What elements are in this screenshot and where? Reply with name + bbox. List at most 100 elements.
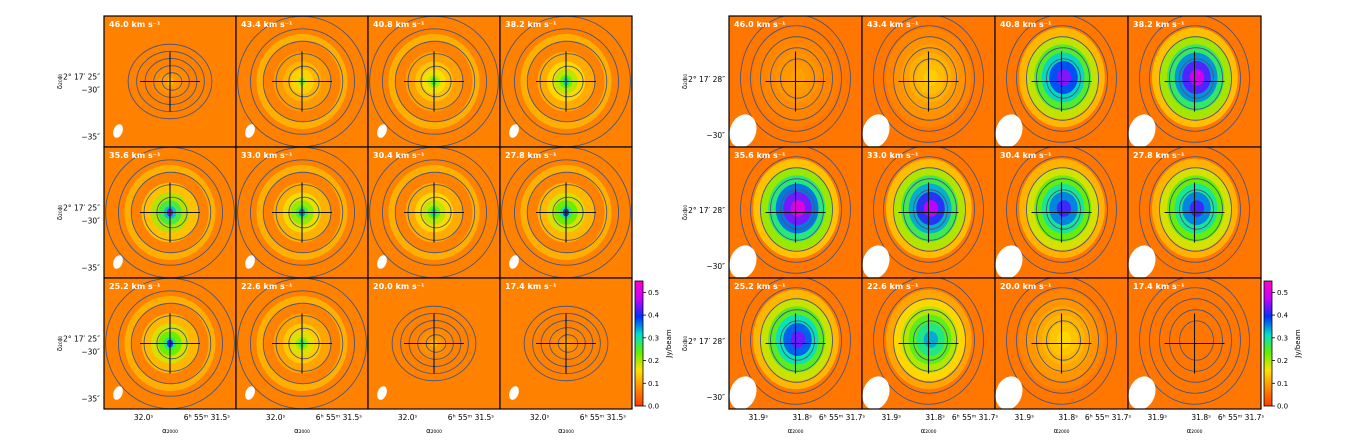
contour bbox=[903, 178, 957, 241]
velocity-label: 22.6 km s⁻¹ bbox=[241, 282, 293, 291]
contour bbox=[1159, 36, 1232, 121]
panel: 20.0 km s⁻¹ bbox=[994, 277, 1129, 410]
panel: 22.6 km s⁻¹ bbox=[861, 277, 996, 410]
velocity-label: 30.4 km s⁻¹ bbox=[1000, 151, 1052, 160]
y-tick-label: −2° 17′ 28″ bbox=[682, 75, 725, 84]
velocity-label: 38.2 km s⁻¹ bbox=[1133, 20, 1185, 29]
contour bbox=[740, 147, 851, 274]
beam-ellipse bbox=[113, 124, 123, 138]
panel: 20.0 km s⁻¹ bbox=[367, 277, 501, 410]
x-tick-label: 6ʰ 55ᵐ 31.7ˢ bbox=[1085, 413, 1131, 422]
beam-ellipse bbox=[245, 124, 255, 138]
colorbar: 0.0 0.1 0.2 0.3 0.4 0.5 Jy/beam bbox=[1263, 280, 1302, 411]
contour bbox=[883, 156, 975, 263]
contour bbox=[1016, 156, 1108, 263]
velocity-label: 38.2 km s⁻¹ bbox=[505, 20, 557, 29]
emission-level bbox=[790, 69, 806, 86]
beam-ellipse bbox=[862, 245, 890, 278]
velocity-label: 33.0 km s⁻¹ bbox=[867, 151, 919, 160]
contour bbox=[1026, 298, 1099, 383]
beam-ellipse bbox=[995, 245, 1023, 278]
x-tick-label: 31.9ˢ bbox=[1015, 413, 1035, 422]
beam-ellipse bbox=[377, 124, 387, 138]
x-tick-label: 31.9ˢ bbox=[882, 413, 902, 422]
contour bbox=[1026, 167, 1099, 252]
velocity-label: 27.8 km s⁻¹ bbox=[505, 151, 557, 160]
contour bbox=[1149, 25, 1241, 132]
panel: 27.8 km s⁻¹ bbox=[1127, 146, 1262, 279]
velocity-label: 46.0 km s⁻¹ bbox=[109, 20, 161, 29]
contour bbox=[1179, 320, 1214, 361]
contour bbox=[1046, 320, 1081, 361]
contour bbox=[770, 47, 824, 110]
colorbar-tick-label: 0.0 bbox=[648, 403, 659, 411]
panel: 46.0 km s⁻¹ bbox=[103, 15, 237, 148]
panel: 27.8 km s⁻¹ bbox=[499, 146, 633, 279]
contour bbox=[1006, 16, 1117, 143]
y-tick-label: −30″ bbox=[81, 216, 100, 225]
emission-level bbox=[790, 200, 806, 217]
x-tick-label: 6ʰ 55ᵐ 31.7ˢ bbox=[819, 413, 865, 422]
x-axis-label: α₂₀₀₀ bbox=[558, 427, 574, 435]
contour bbox=[740, 16, 851, 143]
colorbar-tick-label: 0.5 bbox=[1277, 289, 1288, 297]
panel: 46.0 km s⁻¹ bbox=[728, 15, 863, 148]
velocity-label: 27.8 km s⁻¹ bbox=[1133, 151, 1185, 160]
colorbar-scale bbox=[634, 280, 644, 407]
contour bbox=[127, 43, 213, 120]
y-tick-label: −30″ bbox=[706, 393, 725, 402]
contour bbox=[1139, 16, 1250, 143]
emission-level bbox=[1189, 200, 1205, 217]
contour bbox=[532, 312, 601, 375]
y-tick-label: −2° 17′ 25″ bbox=[57, 203, 100, 212]
y-axis-label: δ₂₀₀₀ bbox=[681, 205, 689, 221]
emission-ring bbox=[388, 165, 480, 260]
contour bbox=[913, 189, 948, 230]
contour bbox=[249, 159, 356, 266]
colorbar: 0.0 0.1 0.2 0.3 0.4 0.5 Jy/beam bbox=[634, 280, 673, 411]
contour bbox=[526, 171, 608, 254]
emission-level bbox=[1189, 69, 1205, 86]
panel: 30.4 km s⁻¹ bbox=[367, 146, 501, 279]
y-tick-label: −30″ bbox=[706, 262, 725, 271]
panel: 25.2 km s⁻¹ bbox=[728, 277, 863, 410]
panel: 17.4 km s⁻¹ bbox=[499, 277, 633, 410]
colorbar-label: Jy/beam bbox=[1294, 329, 1302, 359]
channel-map-1: 46.0 km s⁻¹ 43.4 km s⁻¹ 40.8 km s⁻¹ 38.2 km… bbox=[56, 15, 673, 435]
x-axis-label: α₂₀₀₀ bbox=[921, 427, 937, 435]
contour bbox=[513, 159, 620, 266]
velocity-label: 33.0 km s⁻¹ bbox=[241, 151, 293, 160]
contour bbox=[760, 167, 833, 252]
panel: 40.8 km s⁻¹ bbox=[367, 15, 501, 148]
x-axis-label: α₂₀₀₀ bbox=[294, 427, 310, 435]
contour bbox=[117, 290, 224, 397]
contour bbox=[780, 320, 815, 361]
panel: 33.0 km s⁻¹ bbox=[235, 146, 369, 279]
emission-ring bbox=[520, 34, 612, 129]
panel: 38.2 km s⁻¹ bbox=[1127, 15, 1262, 148]
contour bbox=[523, 305, 609, 382]
contour bbox=[1006, 278, 1117, 405]
panel: 35.6 km s⁻¹ bbox=[728, 146, 863, 279]
velocity-label: 20.0 km s⁻¹ bbox=[1000, 282, 1052, 291]
contour bbox=[750, 25, 842, 132]
contour bbox=[770, 309, 824, 372]
beam-ellipse bbox=[1128, 114, 1156, 147]
beam-ellipse bbox=[862, 114, 890, 147]
beam-ellipse bbox=[862, 376, 890, 409]
y-axis-label: δ₂₀₀₀ bbox=[56, 336, 64, 352]
emission-ring bbox=[388, 34, 480, 129]
contour bbox=[1016, 287, 1108, 394]
velocity-label: 25.2 km s⁻¹ bbox=[109, 282, 161, 291]
y-tick-label: −35″ bbox=[81, 395, 100, 404]
x-tick-label: 31.8ˢ bbox=[925, 413, 945, 422]
x-tick-label: 31.8ˢ bbox=[1058, 413, 1078, 422]
y-tick-label: −30″ bbox=[81, 347, 100, 356]
contour bbox=[526, 40, 608, 123]
beam-ellipse bbox=[1128, 245, 1156, 278]
emission-level bbox=[1056, 200, 1072, 217]
contour bbox=[136, 50, 205, 113]
panel-frame bbox=[499, 277, 633, 410]
colorbar-tick-label: 0.1 bbox=[648, 380, 659, 388]
contour bbox=[1046, 189, 1081, 230]
